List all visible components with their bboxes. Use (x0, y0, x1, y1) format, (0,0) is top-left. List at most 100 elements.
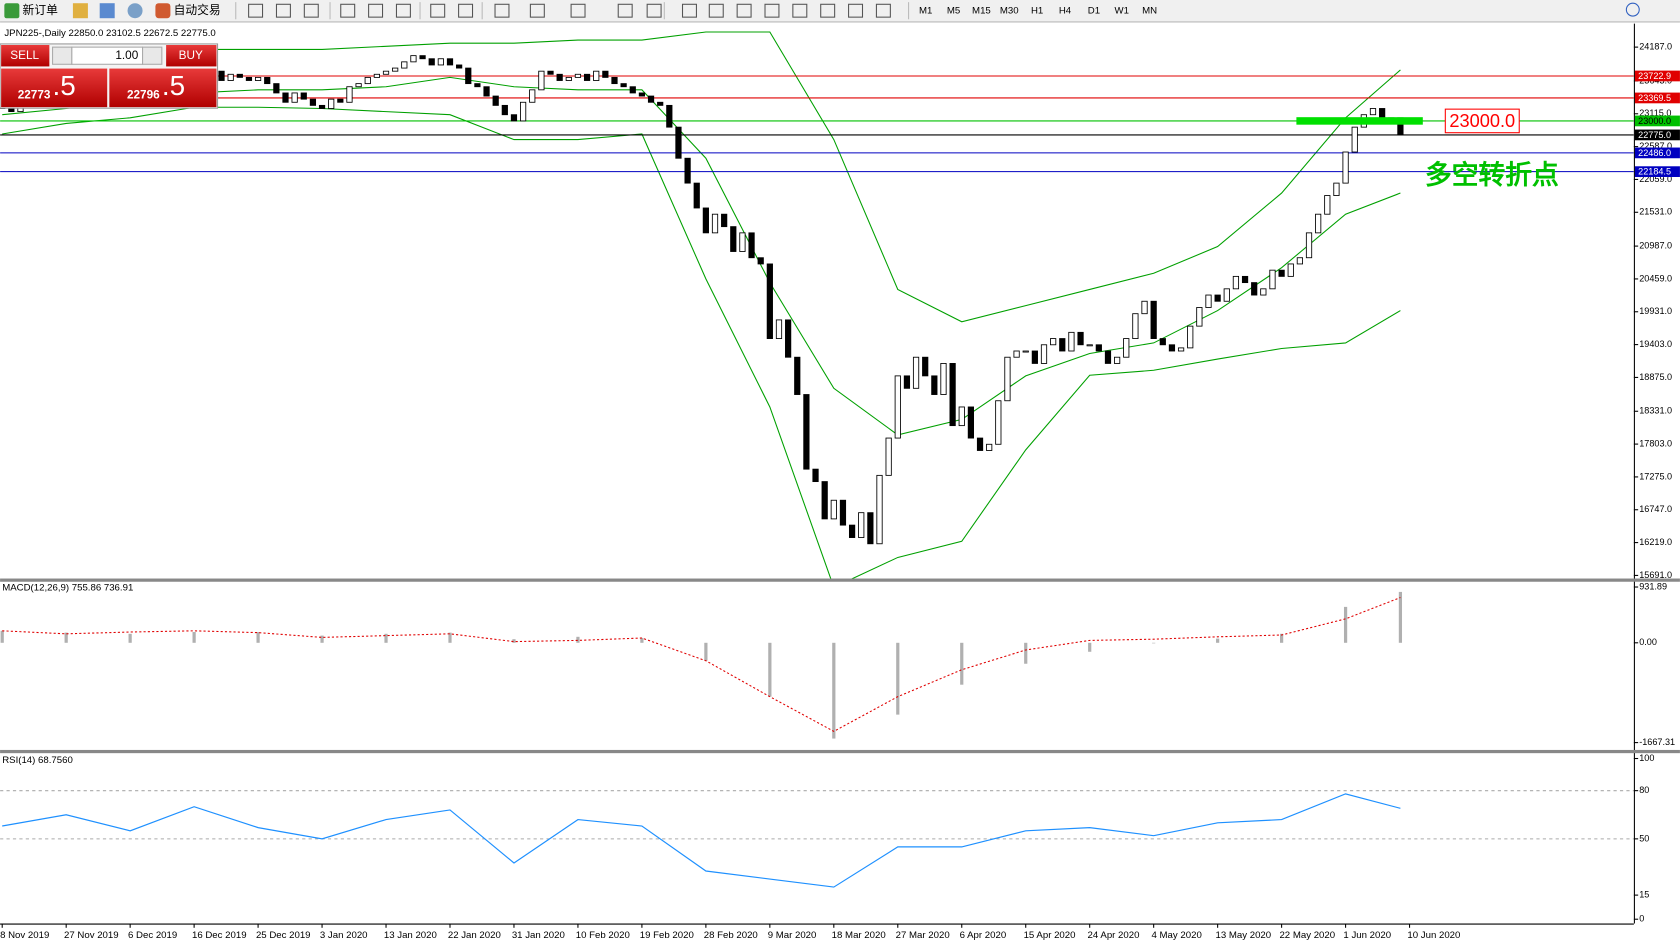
button-label: 自动交易 (174, 3, 221, 17)
x-tick-label: 22 Jan 2020 (448, 930, 501, 941)
trade-panel: SELL 1.00 BUY 22773 .5 22796 .5 (0, 43, 219, 109)
timeframe-button[interactable]: D1 (1088, 5, 1100, 16)
candle-up (739, 232, 746, 252)
tool-icon[interactable] (303, 3, 319, 18)
candle-up (1305, 232, 1313, 259)
macd-bar (192, 632, 196, 643)
candle-up (1196, 307, 1203, 327)
tool-icon[interactable] (681, 3, 697, 18)
y-tick-label: 17275.0 (1639, 471, 1672, 481)
candle-down (1214, 294, 1221, 302)
tool-icon[interactable] (529, 3, 545, 18)
candle-down (245, 76, 253, 81)
tool-icon[interactable] (458, 3, 474, 18)
search-icon[interactable] (1625, 2, 1640, 17)
x-tick-label: 9 Mar 2020 (768, 930, 817, 941)
x-tick-label: 13 May 2020 (1215, 930, 1271, 941)
x-tick-label: 10 Jun 2020 (1407, 930, 1460, 941)
toolbar (0, 0, 1680, 22)
annotation-note: 多空转折点 (1425, 159, 1559, 190)
annotation-bar (1296, 117, 1423, 125)
macd-plot (0, 591, 1403, 739)
candle-up (1324, 195, 1331, 215)
x-tick-label: 19 Feb 2020 (640, 930, 694, 941)
timeframe-button[interactable]: H4 (1059, 5, 1072, 16)
candle-down (273, 83, 280, 94)
tool-icon[interactable] (494, 3, 510, 18)
candle-down (264, 76, 271, 85)
candle-down (309, 98, 317, 106)
buy-price-box[interactable]: 22796 .5 (109, 68, 217, 108)
tool-icon[interactable] (848, 3, 864, 18)
macd-bar (1398, 591, 1403, 643)
bollinger-band (2, 106, 1401, 579)
price-bg (1, 68, 108, 108)
icon[interactable] (99, 3, 115, 19)
candle-up (894, 375, 901, 439)
timeframe-button[interactable]: H1 (1031, 5, 1043, 16)
tool-icon[interactable] (792, 3, 808, 18)
candle-down (236, 73, 243, 78)
tool-icon[interactable] (570, 3, 586, 18)
candle-down (839, 499, 847, 526)
tool-icon[interactable] (646, 3, 662, 18)
candle-up (1342, 151, 1349, 184)
timeframe-button[interactable]: MN (1142, 5, 1157, 16)
candle-up (565, 76, 572, 81)
timeframe-button[interactable]: W1 (1115, 5, 1129, 16)
y-tick-label: 15691.0 (1639, 570, 1672, 580)
candle-up (1351, 126, 1358, 153)
tool-icon[interactable] (764, 3, 780, 18)
icon[interactable] (127, 3, 143, 19)
y-tick-label: 22059.0 (1639, 174, 1672, 184)
new-order-button[interactable]: 新订单 (4, 3, 58, 19)
tool-icon[interactable] (395, 3, 411, 18)
macd-bar (576, 636, 580, 643)
tool-icon[interactable] (248, 3, 264, 18)
sell-price-box[interactable]: 22773 .5 (1, 68, 108, 108)
tool-icon[interactable] (340, 3, 356, 18)
candle-down (702, 207, 709, 234)
candle-down (684, 157, 691, 184)
x-tick-label: 24 Apr 2020 (1088, 930, 1140, 941)
candle-down (501, 104, 508, 116)
buy-price: 22796 (127, 88, 160, 101)
tool-icon[interactable] (736, 3, 752, 18)
tool-icon[interactable] (820, 3, 836, 18)
timeframe-button[interactable]: M5 (947, 5, 960, 16)
price-level-tag (1634, 92, 1680, 104)
tool-icon[interactable] (617, 3, 633, 18)
buy-button[interactable]: BUY (166, 44, 217, 67)
macd-bar (896, 642, 900, 715)
icon (4, 3, 20, 19)
auto-trade-button[interactable]: 自动交易 (155, 3, 221, 19)
tool-icon[interactable] (430, 3, 446, 18)
y-tick-label: 19403.0 (1639, 339, 1672, 349)
lots-down[interactable] (52, 46, 73, 65)
price-level-label: 23000.0 (1638, 116, 1671, 126)
icon[interactable] (72, 3, 88, 19)
candle-up (1050, 338, 1057, 346)
candle-down (1278, 269, 1285, 277)
timeframe-button[interactable]: M30 (1000, 5, 1019, 16)
tool-icon[interactable] (368, 3, 384, 18)
y-tick-label: 21531.0 (1639, 207, 1672, 217)
lots-up[interactable] (142, 46, 163, 65)
sell-button[interactable]: SELL (1, 44, 50, 67)
candle-up (574, 73, 582, 78)
timeframe-button[interactable]: M15 (972, 5, 991, 16)
tool-icon[interactable] (275, 3, 291, 18)
timeframe-button[interactable]: M1 (919, 5, 932, 16)
candle-down (492, 95, 499, 106)
pane-separator (0, 578, 1680, 582)
candle-up (1086, 344, 1093, 347)
candle-up (529, 89, 536, 103)
tool-icon[interactable] (875, 3, 891, 18)
candle-up (1040, 344, 1048, 364)
tool-icon[interactable] (708, 3, 724, 18)
y-tick-label: 16747.0 (1639, 504, 1672, 514)
candle-down (1159, 338, 1166, 346)
candle-up (1223, 288, 1230, 302)
candle-up (1114, 356, 1121, 364)
macd-bar (1024, 642, 1028, 664)
